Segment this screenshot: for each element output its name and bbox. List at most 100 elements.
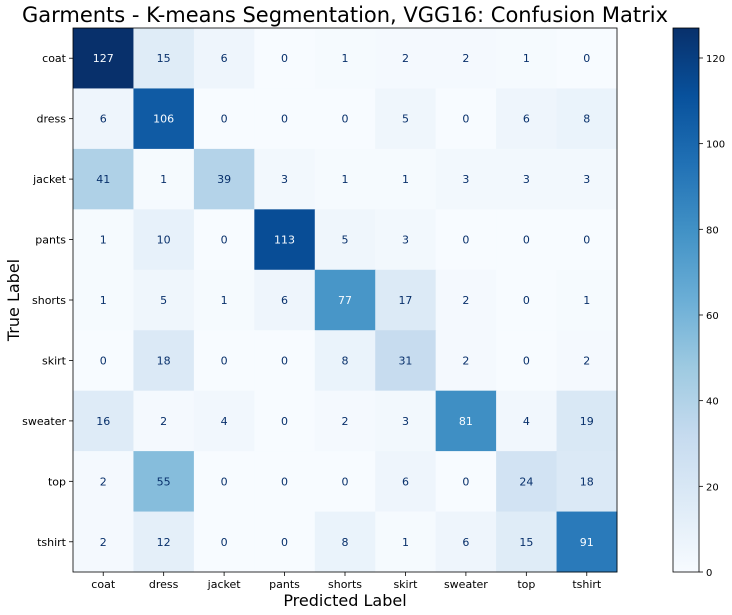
cell-value-label: 1 [221,294,228,307]
heatmap-cell [556,269,618,331]
cell-value-label: 5 [402,113,409,126]
heatmap-cell [556,209,618,271]
heatmap-cell [193,28,255,89]
heatmap-cell [133,269,195,331]
cell-value-label: 3 [523,173,530,186]
y-tick-label: sweater [22,415,66,428]
cell-value-label: 15 [157,52,171,65]
cell-value-label: 0 [583,52,590,65]
x-tick-label: sweater [444,578,488,591]
cell-value-label: 55 [157,475,171,488]
cell-value-label: 0 [281,475,288,488]
cell-value-label: 0 [221,234,228,247]
heatmap-cell [496,390,558,452]
y-tick-label: dress [37,113,67,126]
colorbar-tick-label: 60 [706,311,719,322]
cell-value-label: 18 [580,475,594,488]
heatmap-cell [314,511,376,573]
cell-value-label: 1 [523,52,530,65]
heatmap-cell [496,451,558,513]
cell-value-label: 0 [583,234,590,247]
cell-value-label: 16 [96,415,110,428]
heatmap-cell [556,330,618,392]
cell-value-label: 0 [221,113,228,126]
cell-value-label: 77 [338,294,352,307]
colorbar-tick-label: 40 [706,397,719,408]
heatmap-cell [133,451,195,513]
heatmap-cell [254,511,316,573]
x-axis-label: Predicted Label [283,591,406,610]
heatmap-cell [193,451,255,513]
heatmap-cell [375,511,437,573]
cell-value-label: 2 [462,354,469,367]
cell-value-label: 6 [402,475,409,488]
cell-value-label: 0 [221,475,228,488]
cell-value-label: 1 [160,173,167,186]
cell-value-label: 31 [398,354,412,367]
cell-value-label: 5 [160,294,167,307]
cell-value-label: 6 [281,294,288,307]
heatmap-cell [314,148,376,210]
cell-value-label: 3 [402,234,409,247]
heatmap-cell [435,269,497,331]
cell-value-label: 15 [519,536,533,549]
y-axis-label: True Label [4,259,23,342]
heatmap-cell [193,269,255,331]
cell-value-label: 127 [93,52,114,65]
colorbar [672,27,700,573]
heatmap-cell [73,88,134,150]
x-tick-label: shorts [328,578,362,591]
cell-value-label: 0 [221,536,228,549]
x-tick-label: top [517,578,535,591]
heatmap-cell [254,209,316,271]
heatmap-cell [314,88,376,150]
heatmap-cell [496,88,558,150]
x-axis-ticks: coat dress jacket pants shorts skirt sweater to… [91,572,602,591]
heatmap-cell [254,88,316,150]
heatmap-cell [375,330,437,392]
cell-value-label: 0 [281,113,288,126]
heatmap-cell [435,451,497,513]
y-tick-label: coat [42,52,67,65]
y-tick-label: skirt [42,354,67,367]
cell-value-label: 1 [100,294,107,307]
heatmap-cell [435,511,497,573]
heatmap-cell [375,148,437,210]
heatmap-cell [73,511,134,573]
cell-value-label: 2 [160,415,167,428]
heatmap-cell [193,148,255,210]
heatmap-cells: 127 15 6 0 1 2 2 1 06 106 0 0 0 5 0 6 841 1 39 3 1 1 3 3 31 10 0 11… [73,28,618,573]
heatmap-cell [73,269,134,331]
heatmap-cell [133,390,195,452]
heatmap-cell [73,330,134,392]
colorbar-ticks: 0 20 40 60 80 100 120 [699,54,725,579]
y-tick-label: tshirt [37,536,67,549]
cell-value-label: 0 [342,475,349,488]
colorbar-tick-label: 80 [706,225,719,236]
heatmap-cell [496,148,558,210]
cell-value-label: 1 [342,52,349,65]
cell-value-label: 4 [523,415,530,428]
cell-value-label: 2 [342,415,349,428]
cell-value-label: 8 [342,536,349,549]
heatmap-cell [556,390,618,452]
cell-value-label: 2 [583,354,590,367]
cell-value-label: 6 [100,113,107,126]
heatmap-cell [193,330,255,392]
heatmap-cell [254,148,316,210]
cell-value-label: 113 [274,234,295,247]
cell-value-label: 2 [100,475,107,488]
x-tick-label: pants [269,578,300,591]
cell-value-label: 8 [583,113,590,126]
heatmap-cell [193,390,255,452]
x-tick-label: skirt [393,578,418,591]
cell-value-label: 0 [523,234,530,247]
cell-value-label: 19 [580,415,594,428]
heatmap-cell [556,511,618,573]
heatmap-cell [133,209,195,271]
heatmap-cell [314,209,376,271]
heatmap-cell [73,390,134,452]
colorbar-tick-label: 20 [706,482,719,493]
x-tick-label: dress [149,578,179,591]
